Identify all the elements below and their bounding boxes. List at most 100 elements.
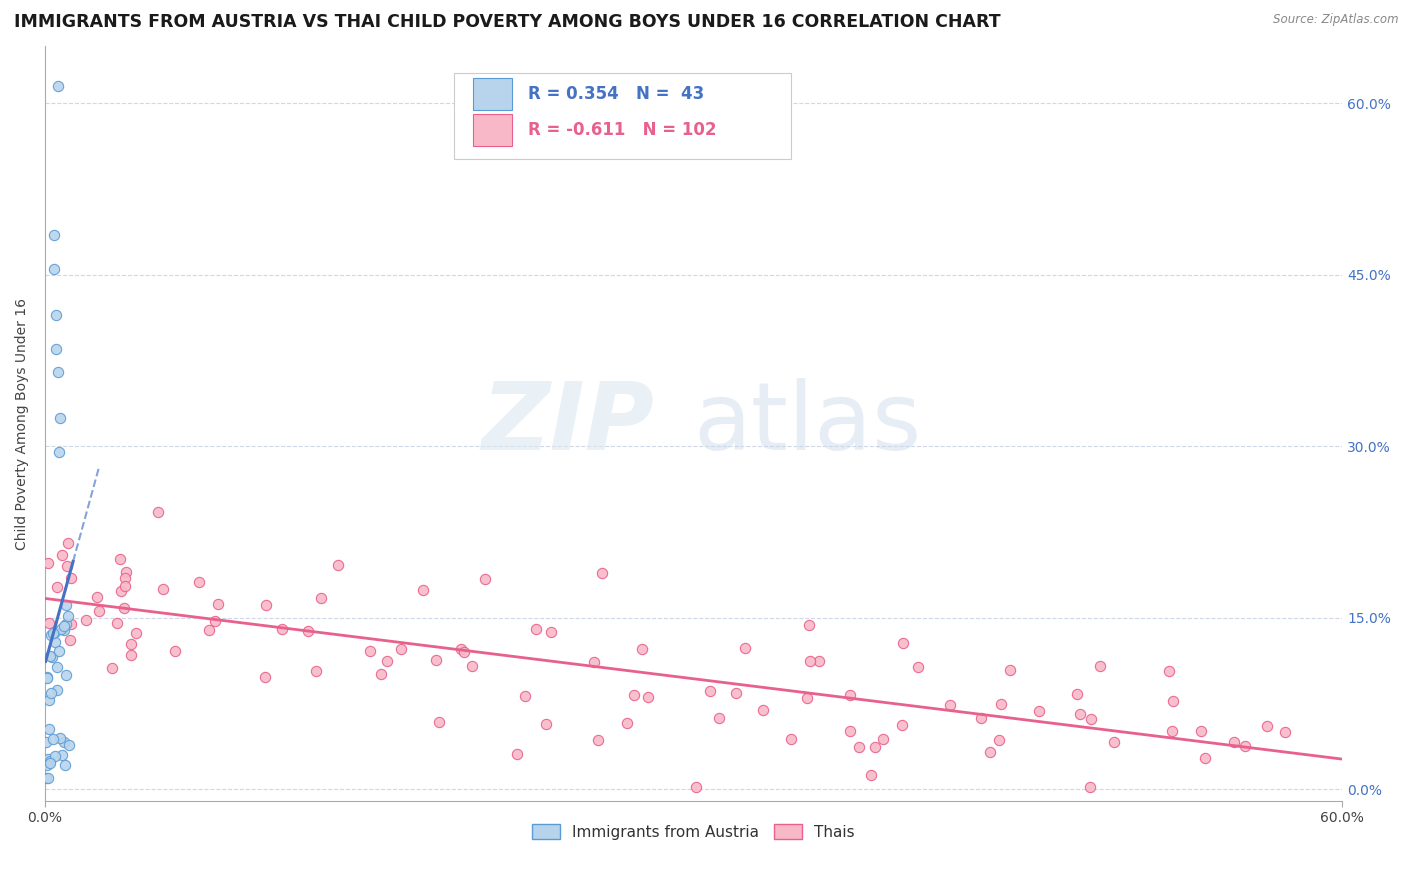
- Point: [44, 624, 66, 639]
- Point: [37, 556, 59, 570]
- Point: [808, 654, 831, 668]
- Point: [707, 711, 730, 725]
- Point: [524, 622, 547, 636]
- Point: [254, 598, 277, 612]
- Point: [1102, 735, 1125, 749]
- Point: [1233, 739, 1256, 754]
- Point: [970, 711, 993, 725]
- Point: [799, 654, 821, 668]
- Point: [188, 575, 211, 590]
- Point: [48, 644, 70, 658]
- Point: [859, 768, 882, 782]
- Point: [46, 79, 69, 94]
- Point: [55, 617, 77, 632]
- Point: [37, 771, 59, 785]
- Point: [979, 745, 1001, 759]
- Text: R = -0.611   N = 102: R = -0.611 N = 102: [527, 121, 716, 139]
- Point: [848, 740, 870, 755]
- Point: [59, 632, 82, 647]
- Point: [46, 580, 69, 594]
- Point: [998, 664, 1021, 678]
- Point: [51, 748, 73, 763]
- Point: [53, 758, 76, 772]
- Point: [44, 749, 66, 764]
- Text: ZIP: ZIP: [482, 377, 655, 469]
- Point: [1194, 750, 1216, 764]
- Point: [34, 771, 56, 785]
- Point: [163, 644, 186, 658]
- Point: [724, 686, 747, 700]
- Point: [86, 591, 108, 605]
- Point: [120, 648, 142, 662]
- Point: [49, 731, 72, 746]
- Point: [58, 739, 80, 753]
- Point: [1223, 734, 1246, 748]
- Point: [56, 608, 79, 623]
- Point: [987, 733, 1010, 747]
- Point: [146, 505, 169, 519]
- Point: [865, 739, 887, 754]
- Text: Source: ZipAtlas.com: Source: ZipAtlas.com: [1274, 13, 1399, 27]
- Point: [1189, 724, 1212, 739]
- Point: [891, 635, 914, 649]
- Point: [55, 598, 77, 612]
- Point: [623, 688, 645, 702]
- Point: [450, 641, 472, 656]
- Point: [1161, 694, 1184, 708]
- Point: [412, 582, 434, 597]
- Point: [588, 733, 610, 747]
- Point: [44, 635, 66, 649]
- Point: [37, 758, 59, 772]
- Point: [1069, 707, 1091, 722]
- Point: [616, 715, 638, 730]
- Point: [39, 628, 62, 642]
- Point: [52, 619, 75, 633]
- Point: [87, 604, 110, 618]
- Point: [42, 625, 65, 640]
- Point: [305, 664, 328, 678]
- Point: [114, 571, 136, 585]
- Point: [39, 686, 62, 700]
- Text: R = 0.354   N =  43: R = 0.354 N = 43: [527, 85, 704, 103]
- Point: [38, 723, 60, 737]
- Point: [1088, 659, 1111, 673]
- Point: [990, 697, 1012, 711]
- Point: [42, 227, 65, 242]
- Point: [297, 624, 319, 638]
- Point: [427, 715, 450, 730]
- Point: [53, 624, 76, 638]
- Point: [45, 682, 67, 697]
- Point: [120, 637, 142, 651]
- Point: [37, 670, 59, 684]
- FancyBboxPatch shape: [454, 72, 792, 160]
- Point: [838, 688, 860, 702]
- Point: [42, 262, 65, 277]
- Point: [34, 735, 56, 749]
- Point: [114, 579, 136, 593]
- FancyBboxPatch shape: [472, 78, 512, 110]
- Point: [780, 731, 803, 746]
- Point: [51, 548, 73, 562]
- Point: [1078, 780, 1101, 794]
- Point: [59, 571, 82, 585]
- Point: [1256, 719, 1278, 733]
- Point: [1080, 712, 1102, 726]
- Point: [46, 365, 69, 379]
- Point: [253, 670, 276, 684]
- FancyBboxPatch shape: [472, 114, 512, 145]
- Point: [1274, 724, 1296, 739]
- Point: [49, 410, 72, 425]
- Point: [370, 666, 392, 681]
- Point: [1066, 687, 1088, 701]
- Point: [872, 732, 894, 747]
- Point: [796, 690, 818, 705]
- Point: [1028, 704, 1050, 718]
- Legend: Immigrants from Austria, Thais: Immigrants from Austria, Thais: [526, 818, 860, 847]
- Point: [1161, 724, 1184, 739]
- Point: [115, 565, 138, 579]
- Point: [540, 624, 562, 639]
- Point: [37, 752, 59, 766]
- Text: IMMIGRANTS FROM AUSTRIA VS THAI CHILD POVERTY AMONG BOYS UNDER 16 CORRELATION CH: IMMIGRANTS FROM AUSTRIA VS THAI CHILD PO…: [14, 13, 1001, 31]
- Point: [752, 703, 775, 717]
- Point: [474, 573, 496, 587]
